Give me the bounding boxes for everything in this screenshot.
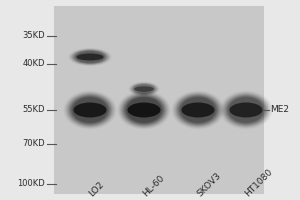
Text: 40KD: 40KD [22,60,45,68]
Ellipse shape [74,102,106,117]
Ellipse shape [130,83,158,95]
Ellipse shape [123,95,165,125]
Ellipse shape [67,93,113,127]
Ellipse shape [74,50,106,64]
Ellipse shape [225,95,267,125]
Text: 100KD: 100KD [17,180,45,188]
Ellipse shape [176,94,220,126]
Ellipse shape [224,94,268,126]
Text: HT1080: HT1080 [243,167,274,198]
Ellipse shape [124,95,164,125]
Ellipse shape [72,97,108,123]
Ellipse shape [179,96,217,124]
Ellipse shape [177,95,219,125]
Ellipse shape [173,92,223,128]
Ellipse shape [70,49,110,65]
Ellipse shape [69,95,111,125]
Text: ME2: ME2 [270,106,289,114]
Ellipse shape [122,94,166,126]
Ellipse shape [73,50,107,64]
Ellipse shape [70,95,110,125]
Ellipse shape [134,86,154,92]
Ellipse shape [134,84,154,94]
Text: 70KD: 70KD [22,140,45,148]
Ellipse shape [131,83,157,95]
Bar [54,6,264,194]
Ellipse shape [75,51,105,63]
Ellipse shape [76,53,103,60]
Ellipse shape [227,96,265,124]
Ellipse shape [178,95,218,125]
Ellipse shape [228,97,264,123]
Text: 55KD: 55KD [22,106,45,114]
Text: HL-60: HL-60 [141,173,166,198]
Ellipse shape [119,92,169,128]
Ellipse shape [71,49,109,65]
Ellipse shape [71,96,109,124]
Ellipse shape [182,102,214,117]
Ellipse shape [132,84,156,94]
Ellipse shape [72,49,108,65]
Ellipse shape [128,102,160,117]
Ellipse shape [125,96,163,124]
Text: LO2: LO2 [87,179,106,198]
Ellipse shape [223,93,269,127]
Ellipse shape [133,84,155,94]
Ellipse shape [226,95,266,125]
Ellipse shape [175,93,221,127]
Ellipse shape [180,97,216,123]
Text: SKOV3: SKOV3 [195,171,223,198]
Ellipse shape [76,51,104,63]
Ellipse shape [121,93,167,127]
Ellipse shape [221,92,271,128]
Ellipse shape [65,92,115,128]
Ellipse shape [230,102,262,117]
Ellipse shape [68,94,112,126]
Ellipse shape [131,83,157,95]
Ellipse shape [126,97,162,123]
Text: 35KD: 35KD [22,31,45,40]
